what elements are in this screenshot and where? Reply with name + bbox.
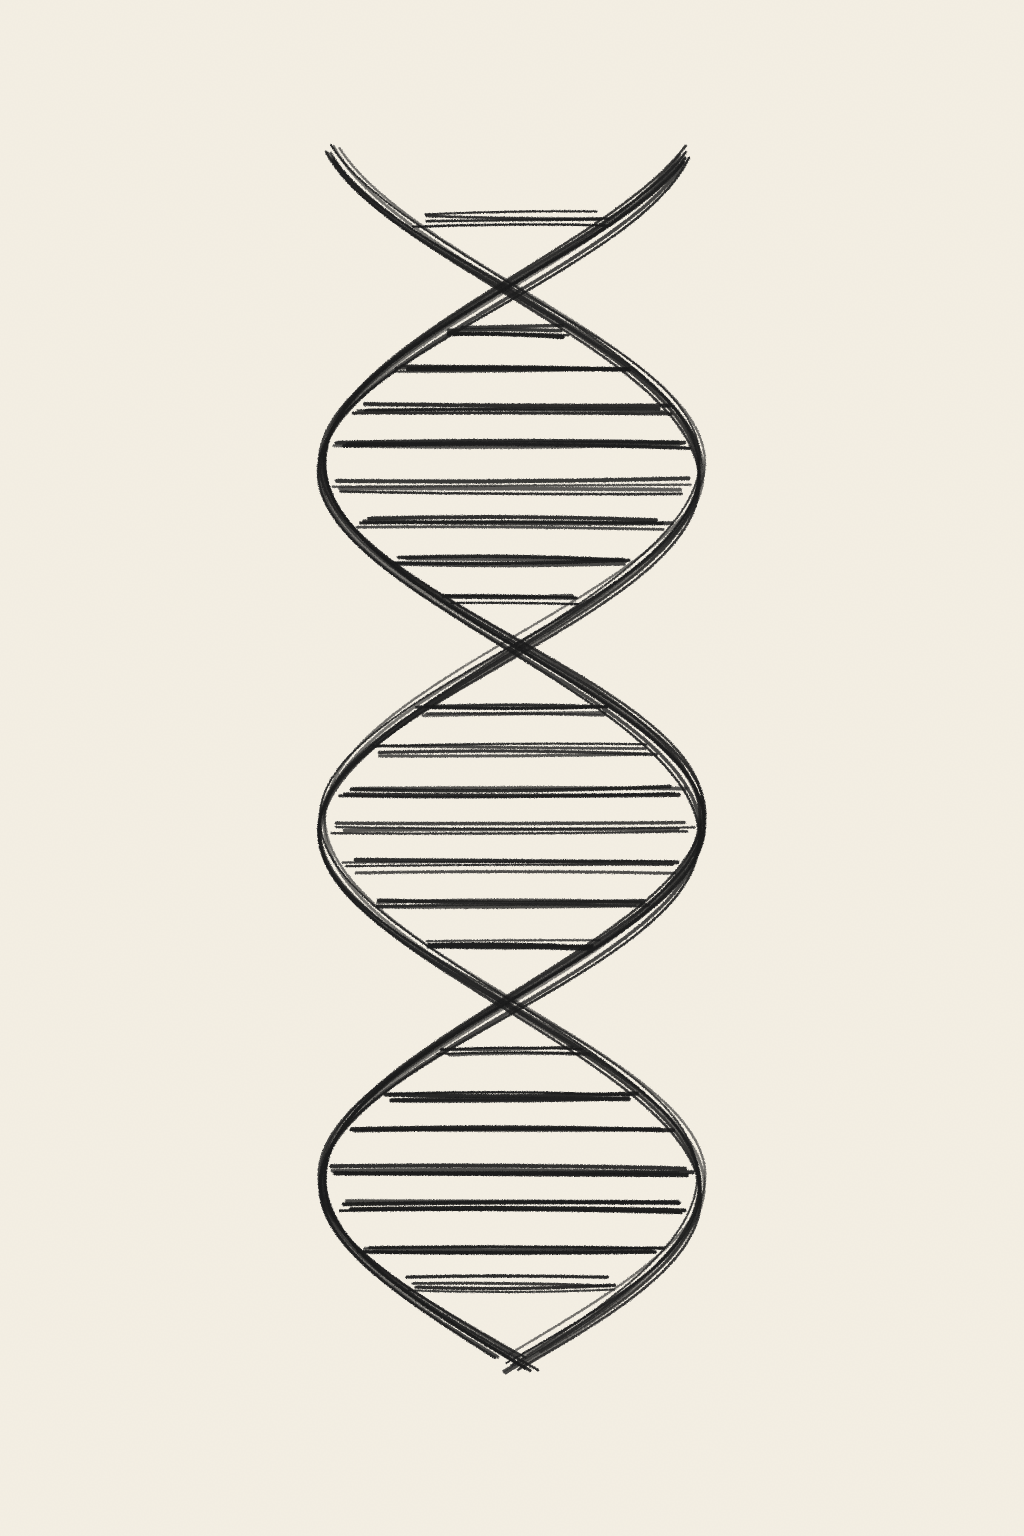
base-pair-stroke [343,792,681,798]
base-pair-stroke [425,711,606,717]
base-pair-stroke [345,1199,680,1204]
strand-b-stroke [317,153,702,1357]
base-pair-stroke [351,411,673,416]
base-pair-stroke [425,939,601,943]
base-pair-stroke [354,870,677,875]
base-pair-stroke [362,519,675,526]
base-pair-stroke [334,820,686,826]
base-pair-stroke [369,744,647,751]
base-pair-stroke [426,944,594,951]
base-pair-stroke [447,1051,592,1057]
base-pair-stroke [330,1167,680,1175]
base-pair-stroke [376,898,647,905]
strand-a-stroke [318,158,703,1375]
base-pair-stroke [450,332,570,337]
base-pair-stroke [355,525,665,531]
base-pair-stroke [374,903,637,909]
base-pair-stroke [351,786,688,791]
base-pair-stroke [397,554,624,563]
base-pair-stroke [443,594,578,600]
strand-b-stroke [316,156,701,1359]
base-pair-stroke [334,476,691,484]
base-pair-stroke [367,515,658,523]
base-pair-stroke [390,1096,631,1103]
base-pair-stroke [345,440,686,446]
base-pair-stroke [450,601,579,606]
base-pair-stroke [330,830,689,835]
base-pair-stroke [345,863,675,868]
base-pair-stroke [341,860,674,864]
base-pair-stroke [349,1125,676,1133]
base-pair-stroke [415,703,601,709]
base-pair-stroke [407,1288,616,1294]
strand-b-stroke [319,144,705,1360]
base-pair-stroke [331,483,692,488]
base-pair-stroke [424,210,598,216]
helix-strands [316,143,707,1375]
base-pair-stroke [334,825,696,831]
base-pair-stroke [392,558,631,566]
base-pair-stroke [363,402,673,408]
strand-a-stroke [323,147,707,1356]
base-pair-stroke [333,1171,689,1178]
base-pair-stroke [349,1205,687,1213]
base-pair-stroke [446,327,563,333]
base-pair-stroke [406,366,631,372]
base-pair-stroke [329,1163,688,1171]
base-pair-stroke [338,486,683,492]
base-pair-stroke [411,223,609,228]
base-pair-stroke [425,214,611,221]
base-pair-stroke [460,323,565,330]
base-pair-stroke [339,490,683,496]
base-pair-stroke [368,1245,664,1250]
base-pair-rungs [329,210,696,1294]
strand-a-stroke [317,155,702,1354]
base-pair-stroke [377,752,648,758]
base-pair-stroke [372,1247,653,1255]
base-pair-stroke [388,1091,631,1097]
base-pair-stroke [405,1274,609,1279]
base-pair-stroke [356,408,667,413]
base-pair-stroke [411,1281,611,1288]
